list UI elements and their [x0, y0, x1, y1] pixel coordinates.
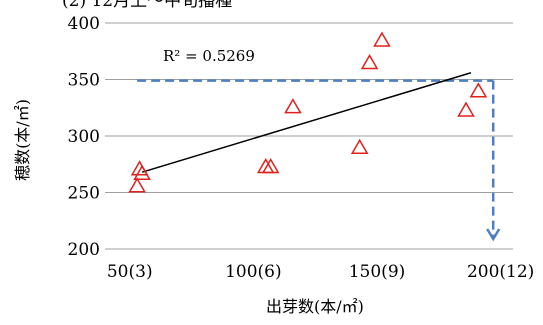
y-tick-label: 250 — [68, 184, 100, 204]
triangle-marker — [360, 54, 379, 70]
data-points — [128, 31, 488, 193]
trendline-group — [141, 72, 472, 173]
guide-arrowhead — [486, 228, 501, 242]
x-tick-label: 150(9) — [349, 262, 406, 282]
trendline — [141, 72, 472, 173]
y-tick-label: 400 — [68, 14, 100, 34]
y-axis-label: 穂数(本/㎡) — [13, 99, 32, 181]
triangle-marker — [261, 158, 280, 174]
y-tick-label: 200 — [68, 240, 100, 260]
x-tick-labels: 50(3) 100(6) 150(9) 200(12) — [107, 262, 534, 282]
triangle-marker — [350, 138, 369, 155]
projection-guide — [137, 79, 501, 242]
triangle-marker — [457, 101, 475, 117]
y-tick-label: 350 — [68, 71, 100, 91]
triangle-marker — [130, 160, 149, 176]
triangle-marker — [128, 177, 146, 193]
x-tick-label: 200(12) — [467, 262, 534, 282]
triangle-marker — [133, 164, 151, 181]
triangle-marker — [469, 82, 488, 98]
r-squared-label: R² = 0.5269 — [163, 47, 255, 65]
x-tick-label: 50(3) — [107, 262, 153, 282]
chart-title: (2) 12月上～中旬播種 — [62, 0, 232, 11]
triangle-marker — [284, 98, 302, 114]
x-tick-label: 100(6) — [225, 262, 282, 282]
x-axis-label: 出芽数(本/㎡) — [266, 297, 364, 316]
y-tick-label: 300 — [68, 127, 100, 147]
triangle-marker — [373, 31, 391, 47]
y-tick-labels: 200 250 300 350 400 — [68, 14, 100, 260]
